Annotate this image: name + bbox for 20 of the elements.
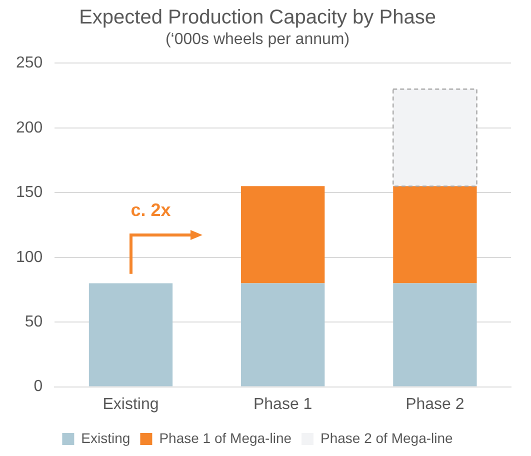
legend-label: Phase 1 of Mega-line (159, 430, 292, 446)
legend-label: Phase 2 of Mega-line (320, 430, 454, 446)
bar (241, 186, 325, 284)
bar (393, 186, 477, 284)
bar (241, 283, 325, 386)
legend-label: Existing (81, 430, 130, 446)
x-tick-label: Phase 1 (253, 396, 312, 413)
y-tick-label: 200 (16, 119, 43, 136)
y-tick-label: 100 (16, 248, 43, 266)
y-tick-label: 250 (16, 54, 43, 72)
chart-subtitle: (‘000s wheels per annum) (165, 31, 350, 48)
bar (393, 283, 477, 386)
chart-title: Expected Production Capacity by Phase (79, 6, 436, 29)
bar (88, 283, 173, 386)
y-tick-label: 50 (24, 313, 43, 330)
annotation: c. 2x (130, 200, 171, 220)
y-tick-label: 150 (16, 184, 43, 202)
x-tick-label: Existing (102, 396, 159, 413)
y-tick-label: 0 (34, 378, 43, 396)
x-tick-label: Phase 2 (406, 396, 464, 413)
